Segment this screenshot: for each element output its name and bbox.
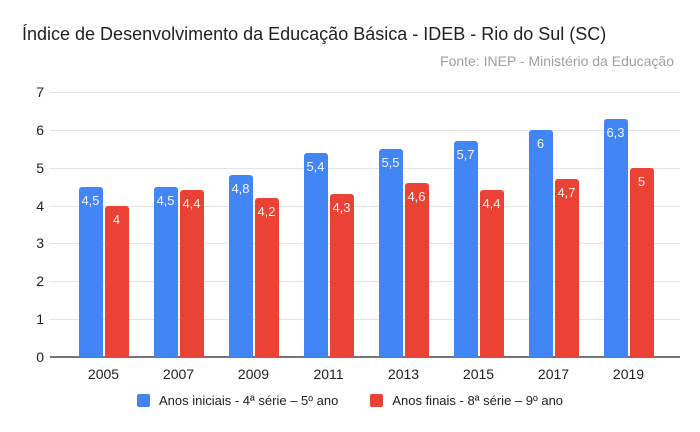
bar-group: 5,4 4,3 2011 (291, 92, 366, 382)
y-axis-tick-label: 0 (36, 349, 44, 365)
bar-value-label: 4,4 (482, 196, 501, 212)
y-axis: 0 1 2 3 4 5 6 7 (0, 84, 44, 365)
y-axis-tick-label: 7 (36, 84, 44, 100)
bar-group: 4,5 4,4 2007 (141, 92, 216, 382)
bar[interactable]: 5,7 (453, 141, 478, 357)
bar-value-label: 5,4 (306, 158, 325, 174)
plot-area (50, 92, 680, 358)
x-axis-tick-label: 2017 (537, 366, 570, 382)
bar-value-label: 4,2 (257, 204, 276, 219)
bar-value-label: 4,7 (557, 185, 576, 201)
bar-value-label: 5,7 (456, 147, 475, 163)
bar[interactable]: 4,2 (254, 198, 279, 357)
bar[interactable]: 4,5 (78, 186, 103, 357)
bar[interactable]: 5,4 (303, 152, 328, 357)
x-axis-baseline (50, 356, 680, 358)
y-axis-tick-label: 1 (36, 311, 44, 327)
bar-value-label: 4,3 (332, 200, 351, 216)
bar[interactable]: 5,5 (378, 148, 403, 357)
x-axis-tick-label: 2011 (313, 366, 344, 382)
x-axis-tick-label: 2007 (162, 366, 195, 382)
bar-value-label: 5,5 (381, 154, 400, 170)
legend-label: Anos iniciais - 4ª série – 5º ano (158, 393, 339, 408)
bar-group: 5,5 4,6 2013 (366, 92, 441, 382)
bar-value-label: 6,3 (606, 124, 625, 140)
bar[interactable]: 4,6 (404, 182, 429, 357)
gridline (50, 281, 680, 282)
gridline (50, 243, 680, 244)
bar-value-label: 4,5 (156, 192, 175, 208)
legend: Anos iniciais - 4ª série – 5º ano Anos fi… (0, 393, 700, 408)
bar[interactable]: 4,4 (179, 190, 204, 357)
bar[interactable]: 4,7 (554, 179, 579, 357)
y-axis-tick-label: 5 (36, 160, 44, 176)
legend-item[interactable]: Anos iniciais - 4ª série – 5º ano (136, 393, 339, 408)
legend-swatch-icon (370, 394, 384, 407)
bar-value-label: 4,8 (231, 181, 250, 197)
y-axis-tick-label: 3 (36, 235, 44, 251)
bar-group: 6 4,7 2017 (516, 92, 591, 382)
bar[interactable]: 4,5 (153, 186, 178, 357)
legend-item[interactable]: Anos finais - 8ª série – 9º ano (370, 393, 563, 408)
bar[interactable]: 6 (528, 129, 553, 357)
chart-title: Índice de Desenvolvimento da Educação Bá… (22, 24, 607, 44)
x-axis-tick-label: 2005 (87, 366, 120, 382)
bar[interactable]: 5 (629, 167, 654, 357)
bar-band: 4,5 4 2005 4,5 4,4 2007 4,8 4,2 2009 5,4 4,3 2011 5,… (66, 92, 666, 382)
gridline (50, 168, 680, 169)
bar-value-label: 4,6 (407, 188, 426, 204)
gridline (50, 92, 680, 93)
bar-group: 6,3 5 2019 (591, 92, 666, 382)
x-axis-tick-label: 2013 (387, 366, 420, 382)
y-axis-tick-label: 4 (36, 198, 44, 214)
bar[interactable]: 4,4 (479, 190, 504, 357)
gridline (50, 319, 680, 320)
legend-label: Anos finais - 8ª série – 9º ano (392, 393, 564, 408)
x-axis-tick-label: 2009 (237, 366, 270, 382)
bar-value-label: 6 (536, 135, 545, 151)
y-axis-tick-label: 6 (36, 122, 44, 138)
bar-group: 4,5 4 2005 (66, 92, 141, 382)
gridline (50, 206, 680, 207)
x-axis-tick-label: 2015 (462, 366, 495, 382)
bar[interactable]: 4 (104, 205, 129, 357)
gridline (50, 130, 680, 131)
bar-value-label: 4,4 (182, 196, 201, 212)
bar-value-label: 5 (637, 173, 646, 189)
bar[interactable]: 4,3 (329, 194, 354, 357)
bar-group: 4,8 4,2 2009 (216, 92, 291, 382)
legend-swatch-icon (136, 394, 150, 407)
x-axis-tick-label: 2019 (612, 366, 645, 382)
bar[interactable]: 6,3 (603, 118, 628, 357)
chart-source-label: Fonte: INEP - Ministério da Educação (440, 53, 674, 69)
bar[interactable]: 4,8 (228, 175, 253, 357)
y-axis-tick-label: 2 (36, 273, 44, 289)
bar-group: 5,7 4,4 2015 (441, 92, 516, 382)
bar-value-label: 4,5 (81, 192, 100, 208)
bar-value-label: 4 (112, 211, 121, 227)
